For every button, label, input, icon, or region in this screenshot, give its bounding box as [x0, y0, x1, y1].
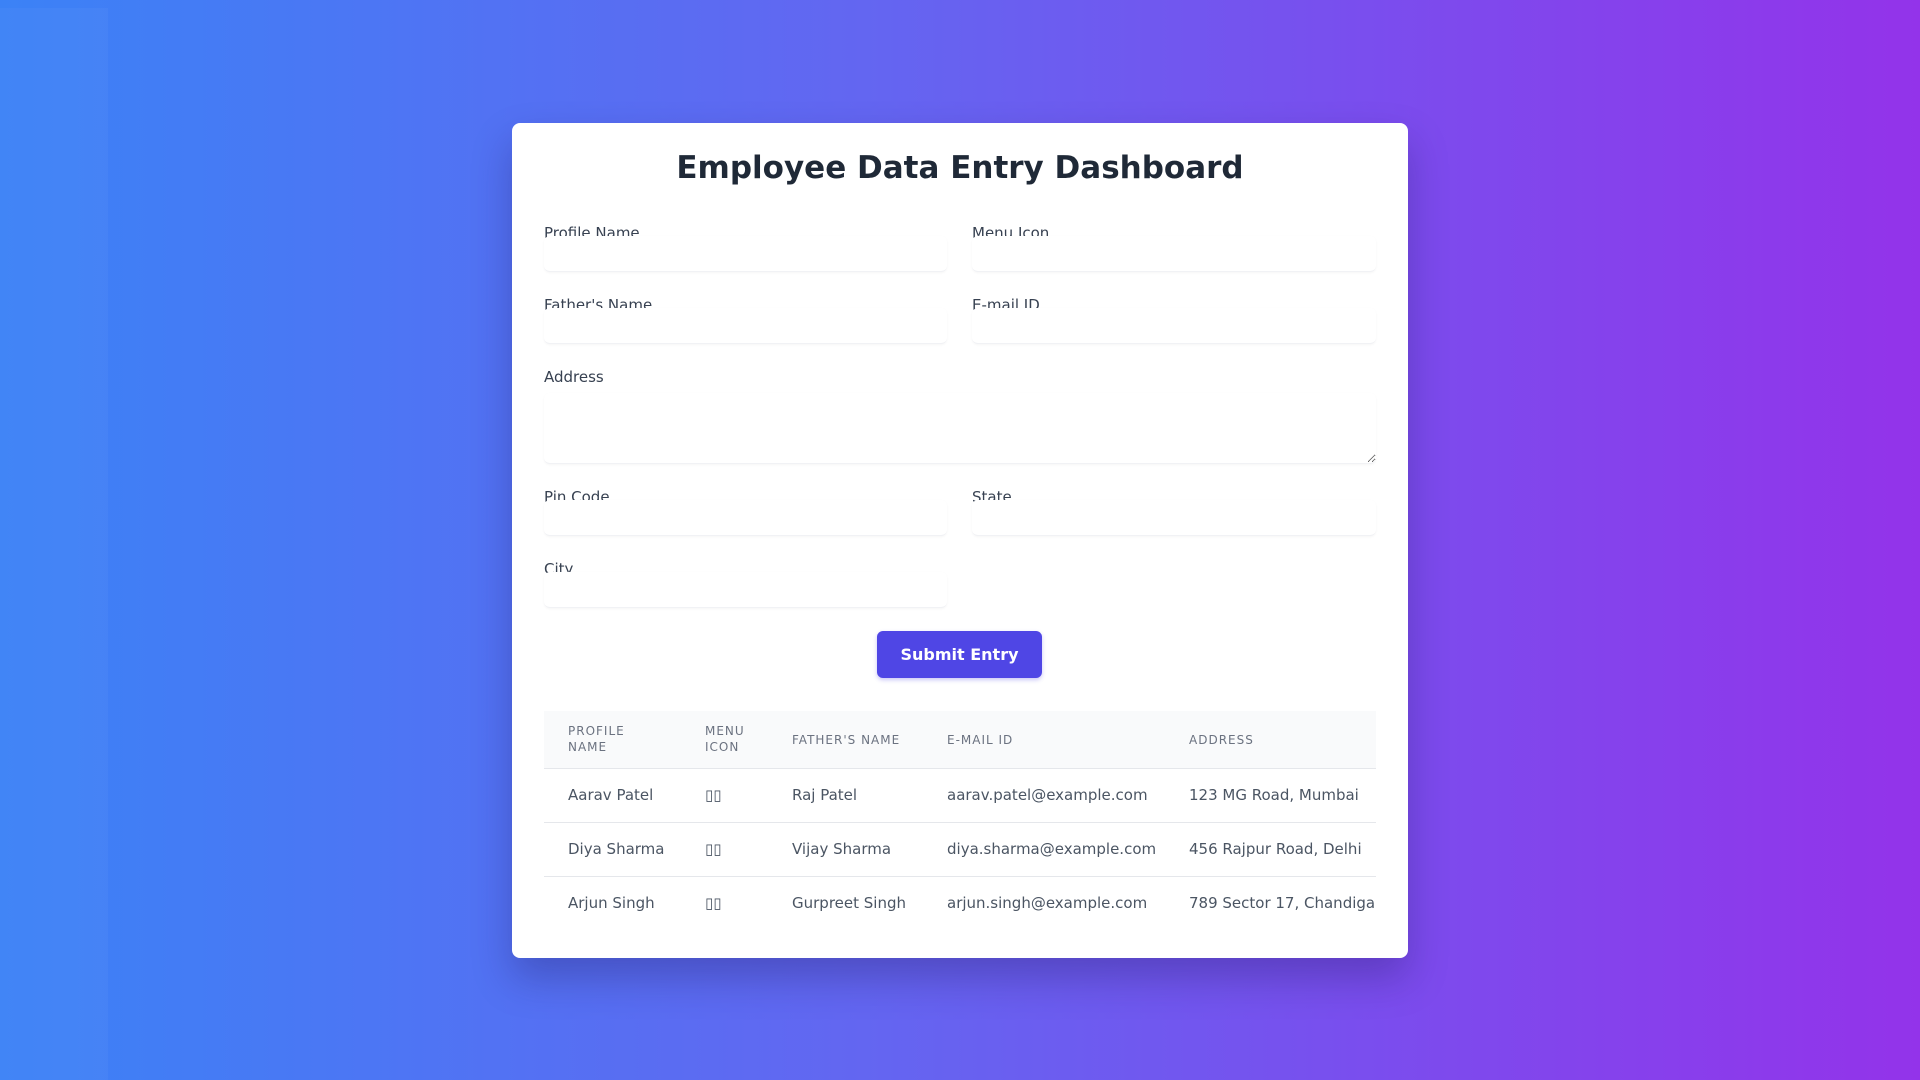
header-email: E-MAIL ID — [947, 733, 1014, 747]
cell-menu-icon: ▯▯ — [705, 840, 722, 858]
cell-fathers-name: Raj Patel — [792, 786, 858, 804]
header-address: ADDRESS — [1189, 733, 1254, 747]
cell-address: 456 Rajpur Road, Delhi — [1189, 840, 1362, 858]
table-row: Arjun Singh ▯▯ Gurpreet Singh arjun.sing… — [544, 877, 1376, 930]
cell-profile-name: Aarav Patel — [568, 786, 654, 804]
pin-code-input[interactable] — [544, 500, 947, 536]
table-row: Aarav Patel ▯▯ Raj Patel aarav.patel@exa… — [544, 769, 1376, 823]
address-label: Address — [544, 368, 604, 386]
header-menu-icon: MENU ICON — [705, 724, 745, 754]
profile-name-input[interactable] — [544, 236, 947, 272]
header-profile-name: PROFILE NAME — [568, 724, 625, 754]
city-input[interactable] — [544, 572, 947, 608]
cell-fathers-name: Vijay Sharma — [792, 840, 892, 858]
cell-profile-name: Arjun Singh — [568, 894, 655, 912]
cell-menu-icon: ▯▯ — [705, 786, 722, 804]
email-input[interactable] — [972, 308, 1376, 344]
cell-address: 789 Sector 17, Chandigarh — [1189, 894, 1376, 912]
cell-profile-name: Diya Sharma — [568, 840, 665, 858]
state-input[interactable] — [972, 500, 1376, 536]
table-row: Diya Sharma ▯▯ Vijay Sharma diya.sharma@… — [544, 823, 1376, 877]
cell-fathers-name: Gurpreet Singh — [792, 894, 906, 912]
menu-icon-input[interactable] — [972, 236, 1376, 272]
employee-table: PROFILE NAME MENU ICON FATHER'S NAME E-M… — [544, 711, 1376, 930]
cell-email: arjun.singh@example.com — [947, 894, 1148, 912]
address-textarea[interactable] — [544, 393, 1376, 464]
cell-email: aarav.patel@example.com — [947, 786, 1148, 804]
table-header: PROFILE NAME MENU ICON FATHER'S NAME E-M… — [544, 711, 1376, 769]
cell-address: 123 MG Road, Mumbai — [1189, 786, 1359, 804]
page-title: Employee Data Entry Dashboard — [676, 150, 1244, 186]
fathers-name-input[interactable] — [544, 308, 947, 344]
cell-email: diya.sharma@example.com — [947, 840, 1157, 858]
header-fathers-name: FATHER'S NAME — [792, 733, 901, 747]
cell-menu-icon: ▯▯ — [705, 894, 722, 912]
submit-entry-button[interactable]: Submit Entry — [877, 631, 1042, 678]
